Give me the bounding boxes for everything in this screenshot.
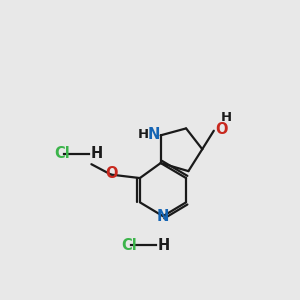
Text: O: O — [215, 122, 227, 137]
Text: Cl: Cl — [54, 146, 70, 161]
Text: N: N — [147, 127, 160, 142]
Text: O: O — [105, 166, 117, 181]
Text: H: H — [157, 238, 170, 253]
Text: N: N — [157, 209, 169, 224]
Text: H: H — [221, 111, 232, 124]
Text: H: H — [90, 146, 103, 161]
Text: Cl: Cl — [122, 238, 137, 253]
Text: H: H — [138, 128, 149, 141]
